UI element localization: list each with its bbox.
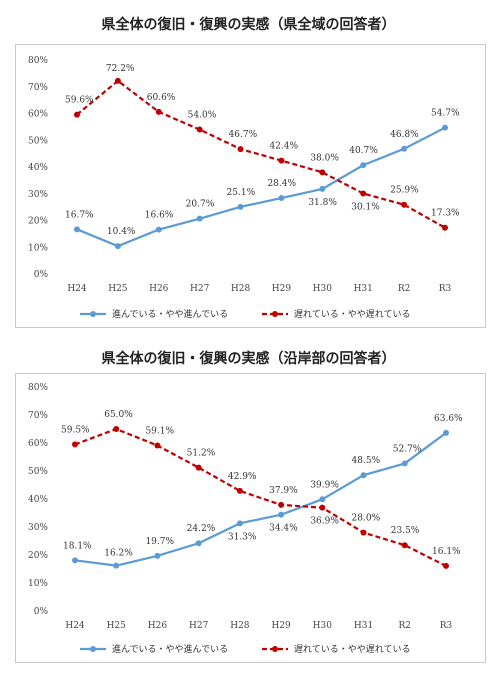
chart-1-title: 県全体の復旧・復興の実感（県全域の回答者） — [101, 17, 396, 33]
series-line-2 — [76, 79, 446, 229]
y-tick-label: 20% — [28, 217, 48, 227]
data-label-2: 72.2% — [106, 64, 135, 74]
data-point-2 — [155, 108, 162, 115]
data-point-2 — [360, 190, 367, 197]
data-point-1 — [74, 226, 80, 233]
legend-swatch-marker — [272, 311, 278, 317]
data-point-1 — [360, 162, 367, 169]
data-point-2 — [237, 146, 244, 153]
data-point-1 — [278, 195, 285, 202]
data-label-2: 38.0% — [310, 153, 339, 163]
chart-2-title: 県全体の復旧・復興の実感（沿岸部の回答者） — [101, 351, 396, 367]
x-tick-label: R3 — [439, 284, 452, 294]
series-line-1 — [76, 126, 446, 248]
y-tick-label: 50% — [28, 136, 48, 146]
x-tick-label: H26 — [149, 284, 169, 294]
data-label-1: 31.8% — [308, 198, 337, 208]
y-tick-label: 70% — [28, 83, 48, 93]
data-label-2: 30.1% — [351, 202, 380, 212]
data-point-2 — [278, 157, 285, 164]
data-label-1: 16.7% — [65, 210, 94, 220]
x-tick-label: H30 — [313, 284, 333, 294]
data-label-2: 60.6% — [147, 93, 176, 103]
x-tick-label: H27 — [190, 284, 210, 294]
data-label-2: 17.3% — [431, 209, 460, 219]
data-point-1 — [319, 185, 326, 192]
data-point-2 — [319, 169, 326, 176]
data-label-2: 42.4% — [269, 142, 298, 152]
data-point-1 — [155, 226, 162, 233]
data-point-1 — [237, 203, 244, 210]
x-tick-label: R2 — [398, 284, 411, 294]
legend-swatch-marker — [90, 311, 96, 317]
data-label-1: 28.4% — [267, 179, 296, 189]
x-tick-label: H28 — [231, 284, 251, 294]
data-label-1: 40.7% — [349, 146, 378, 156]
data-point-2 — [74, 111, 80, 118]
data-point-2 — [401, 201, 408, 208]
data-label-1: 54.7% — [431, 109, 460, 119]
data-label-1: 25.1% — [227, 188, 256, 198]
data-label-1: 10.4% — [107, 227, 136, 237]
data-label-1: 20.7% — [186, 200, 215, 210]
chart-1-frame — [15, 44, 486, 328]
y-tick-label: 0% — [34, 270, 49, 280]
x-tick-label: H29 — [272, 284, 292, 294]
y-tick-label: 80% — [28, 56, 48, 66]
y-tick-label: 10% — [28, 243, 48, 253]
data-point-2 — [114, 77, 121, 84]
data-label-2: 25.9% — [390, 186, 419, 196]
x-tick-label: H25 — [108, 284, 128, 294]
data-label-2: 46.7% — [229, 130, 258, 140]
data-point-1 — [401, 145, 408, 152]
y-tick-label: 30% — [28, 190, 48, 200]
y-tick-label: 40% — [28, 163, 48, 173]
legend-label-1: 進んでいる・やや進んでいる — [112, 308, 228, 320]
x-tick-label: H24 — [67, 284, 87, 294]
data-label-2: 54.0% — [188, 111, 217, 121]
data-label-1: 46.8% — [390, 130, 419, 140]
y-tick-label: 60% — [28, 110, 48, 120]
x-tick-label: H31 — [354, 284, 373, 294]
legend-label-2: 遅れている・やや遅れている — [294, 309, 410, 320]
data-point-2 — [196, 126, 203, 133]
chart-2-frame — [15, 373, 486, 663]
data-point-2 — [442, 224, 448, 231]
data-label-2: 59.6% — [65, 96, 94, 106]
data-label-1: 16.6% — [145, 211, 174, 221]
data-point-1 — [114, 243, 121, 250]
data-point-1 — [196, 215, 203, 222]
data-point-1 — [442, 124, 448, 131]
